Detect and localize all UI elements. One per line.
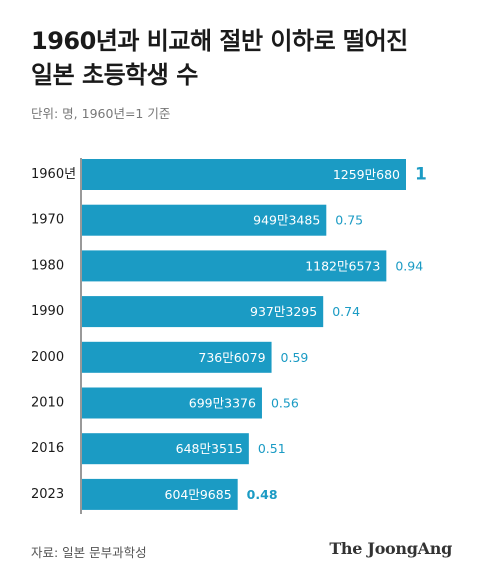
bar-value-label: 937만3295 [250, 304, 317, 319]
bar [82, 296, 324, 328]
ratio-label: 0.74 [332, 304, 360, 319]
bar-value-label: 736만6079 [198, 350, 265, 365]
ratio-label: 0.51 [258, 441, 286, 456]
bar [82, 159, 406, 190]
bar [82, 433, 249, 465]
bar-value-label: 699만3376 [189, 396, 256, 411]
category-label: 1970 [31, 213, 64, 228]
ratio-label: 0.59 [281, 350, 309, 365]
source-note: 자료: 일본 문부과학성 [31, 545, 147, 560]
ratio-label: 0.94 [395, 258, 423, 273]
bar [82, 341, 272, 373]
brand-logo: The JoongAng [329, 539, 452, 558]
bar-value-label: 1182만6573 [305, 258, 380, 273]
bar [82, 387, 262, 419]
category-label: 2000 [31, 350, 64, 365]
ratio-label: 0.75 [335, 213, 363, 228]
bar-group: 1960년 1259만680 1 1970 949만3485 0.75 1980 1182만6… [31, 159, 427, 510]
bar-value-label: 648만3515 [176, 441, 243, 456]
chart-unit-note: 단위: 명, 1960년=1 기준 [31, 106, 171, 121]
ratio-label: 0.56 [271, 396, 299, 411]
chart-title: 1960년과 비교해 절반 이하로 떨어진 일본 초등학생 수 [31, 24, 408, 92]
category-label: 2023 [31, 487, 64, 502]
chart-title-line-2: 일본 초등학생 수 [31, 61, 198, 89]
chart-title-line-1: 1960년과 비교해 절반 이하로 떨어진 [31, 27, 408, 55]
ratio-label: 0.48 [247, 487, 278, 502]
ratio-label: 1 [415, 165, 427, 185]
bar [82, 204, 327, 236]
category-label: 1960년 [31, 167, 76, 182]
bar-value-label: 1259만680 [333, 167, 400, 182]
bar-value-label: 949만3485 [253, 213, 320, 228]
category-label: 2010 [31, 396, 64, 411]
category-label: 2016 [31, 441, 64, 456]
category-label: 1990 [31, 304, 64, 319]
bar [82, 478, 238, 510]
category-label: 1980 [31, 258, 64, 273]
bar [82, 250, 387, 282]
bar-value-label: 604만9685 [165, 487, 232, 502]
